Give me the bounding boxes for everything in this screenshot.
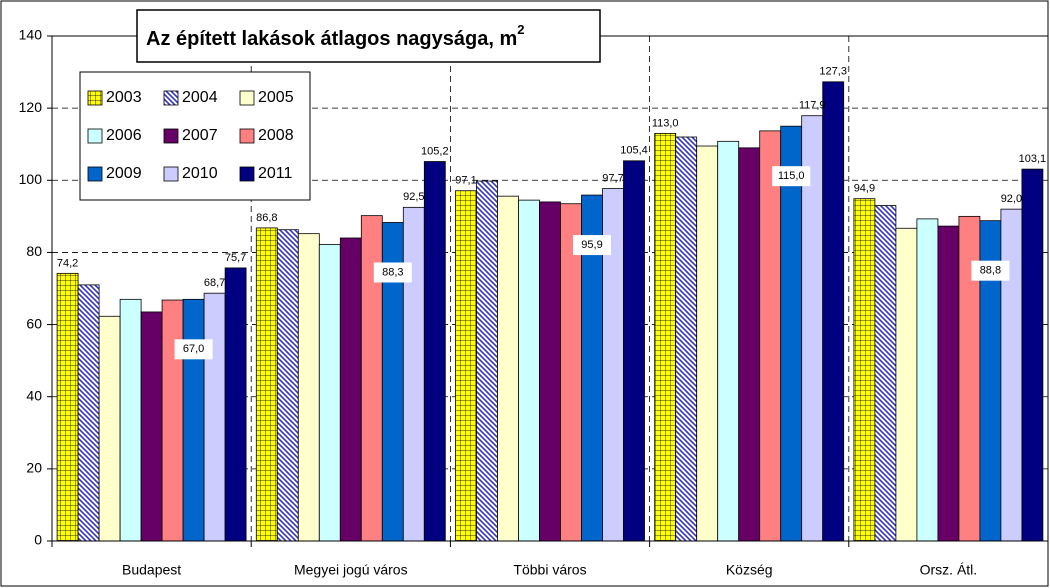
- bar: [853, 198, 876, 542]
- bar: [1021, 168, 1044, 542]
- value-label: 88,3: [382, 266, 403, 278]
- x-tick-label: Többi város: [513, 562, 586, 578]
- value-label-box: [174, 339, 213, 360]
- value-label-box: [971, 260, 1010, 281]
- value-label: 95,9: [581, 239, 602, 251]
- value-label: 74,2: [57, 257, 78, 269]
- legend-label: 2004: [182, 89, 218, 106]
- legend-swatch: [87, 128, 103, 144]
- value-label: 86,8: [256, 212, 277, 224]
- title-text: Az épített lakások átlagos nagysága, m: [146, 28, 517, 50]
- bar: [161, 299, 184, 542]
- bar: [203, 292, 226, 542]
- value-label: 92,0: [1001, 193, 1022, 205]
- bar: [1000, 208, 1023, 542]
- bar: [780, 125, 803, 542]
- y-tick-label: 0: [34, 532, 42, 548]
- legend-label: 2007: [182, 127, 218, 144]
- bar: [224, 267, 247, 542]
- y-tick-label: 40: [26, 387, 42, 403]
- legend-label: 2008: [258, 127, 294, 144]
- value-label: 75,7: [225, 252, 246, 264]
- bar: [874, 205, 897, 542]
- legend-swatch: [87, 166, 103, 182]
- bar: [476, 180, 498, 542]
- legend-label: 2009: [106, 165, 142, 182]
- bar: [339, 237, 362, 542]
- legend-swatch: [163, 128, 179, 144]
- y-tick-label: 20: [26, 460, 42, 476]
- value-label: 67,0: [183, 343, 204, 355]
- bar: [56, 272, 79, 542]
- value-label: 103,1: [1019, 153, 1047, 165]
- y-tick-label: 140: [19, 27, 43, 43]
- value-label-box: [573, 235, 611, 256]
- value-label: 97,1: [455, 175, 476, 187]
- bar: [255, 227, 278, 542]
- legend-swatch: [239, 166, 255, 182]
- y-tick-label: 80: [26, 243, 42, 259]
- legend-swatch: [239, 90, 255, 106]
- value-label: 105,4: [620, 145, 648, 157]
- y-tick-label: 60: [26, 315, 42, 331]
- value-label: 113,0: [652, 117, 679, 129]
- bar: [759, 130, 782, 542]
- x-tick-label: Budapest: [122, 562, 181, 578]
- value-label: 88,8: [980, 265, 1001, 277]
- value-label: 97,7: [602, 172, 623, 184]
- value-label: 127,3: [819, 66, 847, 78]
- value-label-box: [772, 166, 811, 187]
- x-tick-label: Megyei jogú város: [294, 562, 408, 578]
- bar: [654, 132, 677, 542]
- bar: [77, 284, 100, 542]
- bar: [119, 298, 142, 542]
- legend-label: 2010: [182, 165, 218, 182]
- value-label: 68,7: [204, 277, 225, 289]
- legend-swatch: [239, 128, 255, 144]
- bar: [423, 161, 446, 542]
- bar: [276, 229, 299, 542]
- title-superscript: 2: [517, 22, 524, 37]
- bar: [497, 195, 519, 542]
- bar: [539, 201, 561, 542]
- legend-box: [79, 71, 311, 201]
- title-box: [136, 9, 601, 63]
- chart-title: Az épített lakások átlagos nagysága, m2: [146, 22, 524, 50]
- bar: [675, 136, 698, 542]
- x-tick-label: Orsz. Átl.: [920, 562, 978, 578]
- bar: [916, 218, 939, 542]
- bar: [98, 315, 121, 542]
- value-label: 105,2: [421, 145, 449, 157]
- value-label-box: [373, 262, 412, 283]
- bar: [297, 233, 320, 542]
- bar: [402, 206, 425, 542]
- x-tick-label: Község: [726, 562, 773, 578]
- legend-swatch: [163, 90, 179, 106]
- value-label: 115,0: [778, 170, 805, 182]
- value-label: 94,9: [854, 183, 875, 195]
- bar: [182, 298, 205, 542]
- bar: [822, 81, 845, 542]
- value-label: 92,5: [403, 191, 424, 203]
- bar: [895, 227, 918, 542]
- bar: [717, 140, 740, 542]
- bar: [623, 160, 645, 542]
- bar: [140, 311, 163, 542]
- bar: [318, 244, 341, 542]
- bar: [738, 147, 761, 542]
- bar: [518, 199, 540, 542]
- bar: [455, 190, 477, 542]
- legend-label: 2005: [258, 89, 294, 106]
- legend-swatch: [163, 166, 179, 182]
- legend-label: 2006: [106, 127, 142, 144]
- legend-label: 2003: [106, 89, 142, 106]
- bar: [937, 225, 960, 542]
- value-label: 117,9: [799, 100, 826, 112]
- y-tick-label: 100: [19, 171, 43, 187]
- y-tick-label: 120: [19, 99, 43, 115]
- bar: [696, 145, 719, 542]
- legend-swatch: [87, 90, 103, 106]
- legend-label: 2011: [258, 165, 293, 182]
